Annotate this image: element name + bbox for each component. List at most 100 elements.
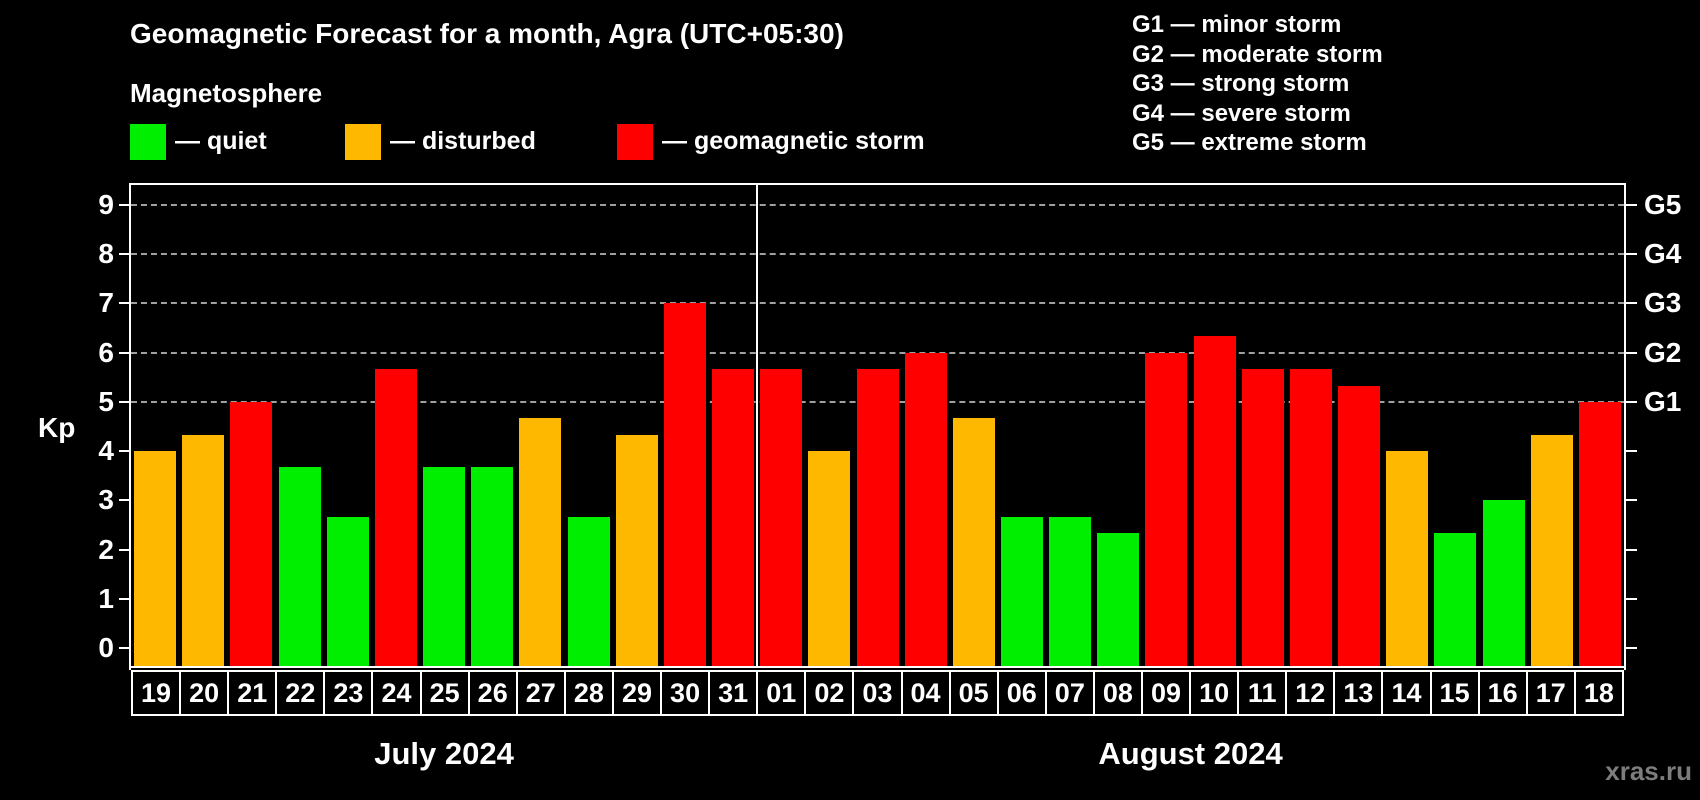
day-label-17: 17 [1525,670,1576,716]
right-axis-label-g2: G2 [1644,336,1682,368]
day-label-28: 28 [563,670,614,716]
disturbed-color-swatch [345,123,381,160]
kp-bar-day-25 [423,467,466,668]
y-axis-tick-1 [119,598,130,600]
right-axis-tick-5 [1626,400,1637,403]
day-label-09: 09 [1140,670,1192,716]
kp-bar-day-10 [1193,336,1236,668]
month-label-august: August 2024 [1098,736,1283,771]
y-axis-tick-label-9: 9 [98,188,114,220]
y-axis-tick-label-4: 4 [98,435,114,467]
y-axis-tick-2 [119,548,130,551]
kp-bar-day-13 [1338,385,1381,668]
y-axis-tick-label-2: 2 [98,533,114,565]
kp-bar-day-23 [326,516,369,668]
y-axis-tick-9 [119,203,130,206]
day-label-24: 24 [371,670,422,716]
kp-bar-day-16 [1482,500,1525,668]
kp-bar-day-17 [1530,434,1573,668]
kp-bar-day-24 [374,368,417,668]
y-axis-tick-8 [119,253,130,255]
y-axis-tick-5 [119,400,130,403]
kp-bar-day-21 [230,401,273,668]
day-label-21: 21 [227,670,278,716]
gridline-kp-7 [131,302,1624,305]
y-axis-tick-4 [119,450,130,453]
kp-bar-day-01 [760,368,803,668]
gridline-kp-9 [131,203,1624,206]
kp-bar-day-22 [278,467,321,668]
kp-bar-plot-area [131,185,1624,668]
storm-scale-item-g3: G3 — strong storm [1132,70,1350,97]
plot-bottom-spine [129,666,1626,668]
day-label-12: 12 [1285,670,1336,716]
magnetosphere-legend-heading: Magnetosphere [130,78,323,108]
kp-bar-day-07 [1049,516,1092,668]
plot-right-spine [1624,183,1626,670]
day-label-14: 14 [1381,670,1432,716]
y-axis-tick-label-5: 5 [98,385,114,417]
day-label-18: 18 [1573,670,1624,716]
kp-bar-day-15 [1434,533,1477,668]
right-axis-tick-0 [1626,647,1637,650]
right-axis-label-g4: G4 [1644,238,1682,269]
kp-bar-day-05 [952,418,995,668]
right-axis-tick-1 [1626,598,1637,600]
day-label-07: 07 [1044,670,1095,716]
day-label-08: 08 [1092,670,1143,716]
legend-item-label: — geomagnetic storm [662,127,925,155]
kp-bar-day-18 [1578,401,1621,668]
kp-bar-day-26 [471,467,514,668]
kp-bar-day-29 [615,434,658,668]
kp-bar-day-06 [1000,516,1043,668]
kp-bar-day-02 [808,451,851,668]
right-axis-tick-6 [1626,351,1637,354]
storm-scale-item-g2: G2 — moderate storm [1132,40,1383,68]
month-label-july: July 2024 [374,736,514,771]
month-divider [756,185,759,668]
right-axis-tick-9 [1626,203,1637,206]
right-axis-label-g5: G5 [1644,188,1682,220]
kp-bar-day-30 [663,303,706,668]
day-label-11: 11 [1237,670,1288,716]
kp-bar-day-20 [182,434,225,668]
day-label-13: 13 [1333,670,1384,716]
day-label-02: 02 [804,670,855,716]
kp-bar-day-28 [567,516,610,668]
storm-scale-item-g5: G5 — extreme storm [1132,129,1367,156]
day-label-15: 15 [1429,670,1480,716]
legend-item-label: — quiet [175,127,267,155]
kp-bar-day-09 [1145,352,1188,668]
day-label-04: 04 [900,670,951,716]
storm-color-swatch [617,123,653,160]
kp-bar-day-27 [519,418,562,668]
right-axis-tick-3 [1626,499,1637,502]
kp-bar-day-12 [1289,368,1332,668]
day-label-26: 26 [467,670,518,716]
day-label-25: 25 [419,670,470,716]
y-axis-tick-label-0: 0 [98,632,114,664]
plot-top-spine [129,183,1626,185]
y-axis-tick-label-6: 6 [98,336,114,368]
y-axis-tick-7 [119,302,130,305]
day-label-06: 06 [996,670,1047,716]
storm-scale-item-g1: G1 — minor storm [1132,11,1342,38]
day-label-row: 19 20 21 22 23 24 25 26 27 28 29 30 31 01 02 03 04 05 06 07… [131,670,1624,716]
right-axis-label-g3: G3 [1644,287,1682,319]
kp-bar-day-14 [1386,451,1429,668]
legend-item-storm: — geomagnetic storm [617,123,925,160]
day-label-01: 01 [756,670,807,716]
day-label-29: 29 [611,670,663,716]
legend-item-disturbed: — disturbed [345,123,536,160]
right-axis-tick-4 [1626,450,1637,453]
day-label-22: 22 [275,670,326,716]
day-label-31: 31 [708,670,759,716]
right-axis-label-g1: G1 [1644,385,1682,417]
kp-bar-day-11 [1241,368,1284,668]
page-title: Geomagnetic Forecast for a month, Agra (… [130,18,844,49]
gridline-kp-8 [131,253,1624,255]
storm-scale-item-g4: G4 — severe storm [1132,99,1351,127]
storm-scale-legend: G1 — minor storm G2 — moderate storm G3 … [1132,10,1383,158]
y-axis-tick-label-1: 1 [98,583,114,614]
